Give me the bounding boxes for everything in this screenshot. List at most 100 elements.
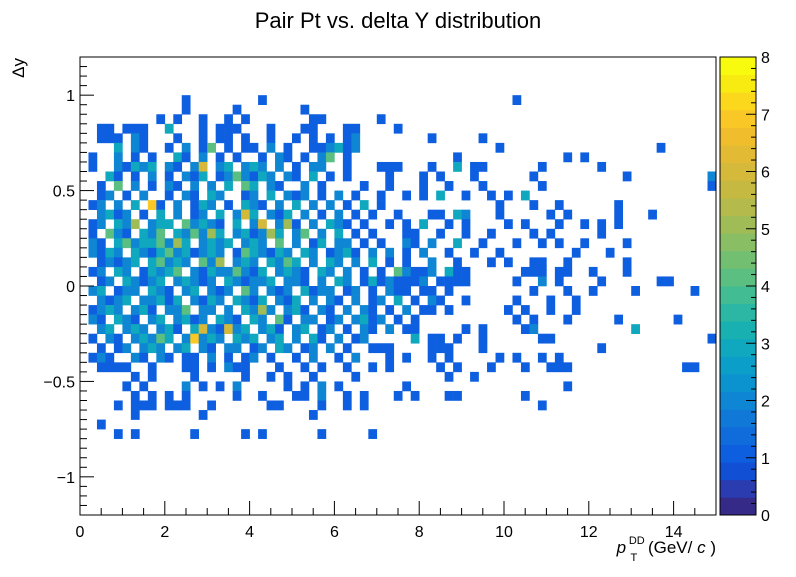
heatmap-bin bbox=[139, 142, 149, 153]
heatmap-bin bbox=[317, 390, 327, 401]
x-tick-label: 10 bbox=[495, 524, 513, 541]
heatmap-bin bbox=[334, 190, 344, 201]
heatmap-bin bbox=[537, 266, 547, 277]
heatmap-bin bbox=[164, 171, 174, 182]
heatmap-bin bbox=[181, 381, 191, 392]
heatmap-bin bbox=[520, 390, 530, 401]
heatmap-bin bbox=[105, 276, 115, 287]
heatmap-bin bbox=[444, 305, 454, 315]
heatmap-bin bbox=[402, 276, 412, 287]
heatmap-bin bbox=[597, 276, 607, 287]
heatmap-bin bbox=[487, 228, 496, 239]
heatmap-bin bbox=[317, 228, 327, 239]
heatmap-bin bbox=[478, 333, 488, 344]
heatmap-bin bbox=[224, 114, 233, 125]
heatmap-bin bbox=[147, 238, 157, 249]
heatmap-bin bbox=[317, 400, 327, 411]
heatmap-bin bbox=[470, 161, 479, 172]
heatmap-bin bbox=[368, 276, 378, 287]
colorbar-segment bbox=[720, 356, 756, 375]
heatmap-bin bbox=[275, 362, 284, 373]
heatmap-bin bbox=[283, 305, 293, 315]
heatmap-bin bbox=[385, 257, 395, 268]
heatmap-bin bbox=[173, 200, 183, 210]
heatmap-bin bbox=[342, 133, 352, 144]
heatmap-bin bbox=[130, 305, 140, 315]
heatmap-bin bbox=[147, 371, 157, 382]
heatmap-bin bbox=[147, 181, 157, 191]
heatmap-bin bbox=[207, 295, 216, 306]
heatmap-bin bbox=[478, 238, 488, 249]
heatmap-bin bbox=[266, 181, 276, 191]
heatmap-bin bbox=[130, 238, 140, 249]
heatmap-bin bbox=[537, 352, 547, 363]
heatmap-bin bbox=[385, 161, 395, 172]
heatmap-bin bbox=[122, 123, 132, 134]
heatmap-bin bbox=[139, 123, 149, 134]
heatmap-bin bbox=[232, 257, 242, 268]
heatmap-bin bbox=[181, 352, 191, 363]
heatmap-bin bbox=[173, 228, 183, 239]
heatmap-bin bbox=[113, 171, 123, 182]
heatmap-bin bbox=[325, 200, 335, 210]
heatmap-bin bbox=[520, 219, 530, 230]
heatmap-bin bbox=[342, 219, 352, 230]
heatmap-bin bbox=[249, 352, 259, 363]
heatmap-bin bbox=[164, 190, 174, 201]
heatmap-bin bbox=[275, 333, 284, 344]
heatmap-bin bbox=[156, 219, 166, 230]
heatmap-bin bbox=[537, 400, 547, 411]
heatmap-bin bbox=[436, 190, 445, 201]
heatmap-bin bbox=[105, 228, 115, 239]
colorbar-tick-label: 3 bbox=[761, 336, 770, 353]
heatmap-bin bbox=[181, 400, 191, 411]
heatmap-bin bbox=[436, 228, 445, 239]
heatmap-bin bbox=[258, 161, 267, 172]
heatmap-bin bbox=[317, 429, 327, 439]
heatmap-bin bbox=[292, 295, 301, 306]
heatmap-bin bbox=[478, 133, 488, 144]
heatmap-bin bbox=[207, 362, 216, 373]
heatmap-bin bbox=[215, 333, 225, 344]
heatmap-bin bbox=[317, 152, 327, 163]
x-axis-label-var: p bbox=[616, 538, 626, 557]
heatmap-bin bbox=[325, 257, 335, 268]
heatmap-bin bbox=[529, 266, 539, 277]
heatmap-bin bbox=[275, 257, 284, 268]
heatmap-bin bbox=[563, 257, 573, 268]
heatmap-bin bbox=[224, 200, 233, 210]
heatmap-bin bbox=[241, 286, 250, 296]
heatmap-bin bbox=[258, 219, 267, 230]
heatmap-bin bbox=[342, 200, 352, 210]
heatmap-bin bbox=[385, 181, 395, 191]
heatmap-bin bbox=[707, 181, 717, 191]
heatmap-bin bbox=[105, 133, 115, 144]
heatmap-bin bbox=[113, 400, 123, 411]
heatmap-bin bbox=[292, 219, 301, 230]
heatmap-bin bbox=[232, 247, 242, 258]
heatmap-bin bbox=[241, 247, 250, 258]
heatmap-bin bbox=[249, 209, 259, 220]
heatmap-bin bbox=[275, 266, 284, 277]
heatmap-bin bbox=[113, 314, 123, 325]
heatmap-bin bbox=[266, 286, 276, 296]
heatmap-bin bbox=[258, 228, 267, 239]
heatmap-bin bbox=[224, 133, 233, 144]
heatmap-bin bbox=[88, 266, 98, 277]
heatmap-bin bbox=[249, 171, 259, 182]
heatmap-bin bbox=[342, 343, 352, 354]
heatmap-bin bbox=[342, 362, 352, 373]
heatmap-bin bbox=[88, 152, 98, 163]
heatmap-bin bbox=[215, 295, 225, 306]
heatmap-bin bbox=[105, 362, 115, 373]
heatmap-bin bbox=[410, 295, 420, 306]
heatmap-bin bbox=[96, 200, 106, 210]
heatmap-bin bbox=[444, 352, 454, 363]
heatmap-bin bbox=[156, 295, 166, 306]
heatmap-bin bbox=[164, 161, 174, 172]
heatmap-bin bbox=[308, 410, 318, 420]
heatmap-bin bbox=[419, 190, 428, 201]
heatmap-bin bbox=[130, 371, 140, 382]
heatmap-bin bbox=[232, 266, 242, 277]
heatmap-bin bbox=[325, 152, 335, 163]
